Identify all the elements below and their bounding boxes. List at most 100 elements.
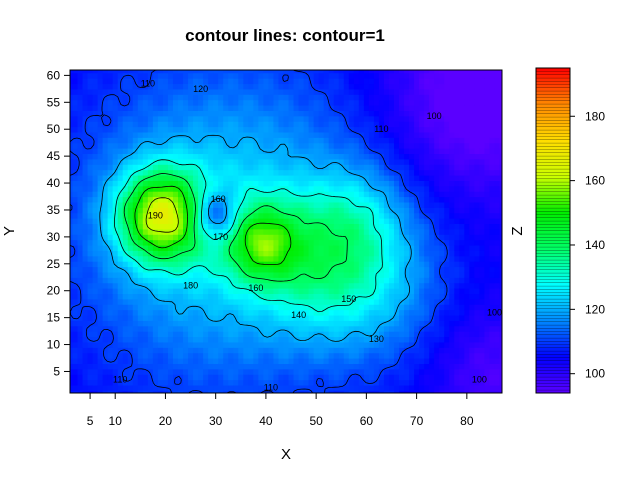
heatmap-cell: [429, 384, 435, 391]
heatmap-cell: [348, 201, 355, 208]
heatmap-cell: [213, 142, 219, 149]
heatmap-cell: [414, 121, 420, 128]
heatmap-cell: [469, 363, 475, 370]
heatmap-cell: [273, 121, 280, 128]
heatmap-cell: [454, 83, 460, 90]
heatmap-cell: [243, 347, 249, 354]
heatmap-cell: [293, 88, 300, 95]
heatmap-cell: [419, 164, 425, 171]
heatmap-cell: [112, 142, 119, 149]
heatmap-cell: [243, 250, 249, 257]
heatmap-cell: [218, 121, 224, 128]
heatmap-cell: [383, 228, 390, 235]
heatmap-cell: [434, 352, 440, 359]
heatmap-cell: [464, 185, 470, 192]
heatmap-cell: [464, 379, 470, 386]
heatmap-cell: [434, 341, 440, 348]
heatmap-cell: [132, 174, 139, 181]
heatmap-cell: [253, 131, 259, 138]
heatmap-cell: [172, 325, 179, 332]
heatmap-cell: [238, 347, 244, 354]
heatmap-cell: [363, 277, 370, 284]
heatmap-cell: [248, 239, 254, 246]
heatmap-cell: [238, 271, 244, 278]
heatmap-cell: [308, 293, 315, 300]
heatmap-cell: [107, 218, 114, 225]
heatmap-cell: [107, 309, 114, 316]
heatmap-cell: [424, 70, 430, 74]
heatmap-cell: [419, 250, 425, 257]
heatmap-cell: [368, 131, 375, 138]
heatmap-cell: [288, 137, 295, 144]
heatmap-cell: [82, 99, 89, 106]
heatmap-cell: [97, 320, 104, 327]
heatmap-cell: [238, 352, 244, 359]
heatmap-cell: [469, 121, 475, 128]
heatmap-cell: [399, 288, 405, 295]
heatmap-cell: [263, 304, 270, 311]
heatmap-cell: [167, 363, 174, 370]
heatmap-cell: [303, 293, 310, 300]
heatmap-cell: [313, 320, 320, 327]
heatmap-cell: [343, 201, 350, 208]
heatmap-cell: [318, 153, 325, 160]
heatmap-cell: [404, 239, 410, 246]
heatmap-cell: [429, 115, 435, 122]
heatmap-cell: [449, 352, 455, 359]
heatmap-cell: [424, 304, 430, 311]
heatmap-cell: [203, 218, 209, 225]
heatmap-cell: [424, 271, 430, 278]
heatmap-cell: [223, 223, 229, 230]
heatmap-cell: [298, 314, 305, 321]
heatmap-cell: [253, 384, 259, 391]
heatmap-cell: [464, 358, 470, 364]
heatmap-cell: [318, 288, 325, 295]
heatmap-cell: [228, 164, 234, 171]
heatmap-cell: [273, 191, 280, 198]
heatmap-cell: [117, 352, 124, 359]
heatmap-cell: [213, 110, 219, 117]
heatmap-cell: [122, 277, 129, 284]
heatmap-cell: [394, 288, 400, 295]
heatmap-cell: [378, 94, 385, 101]
heatmap-cell: [459, 191, 465, 198]
heatmap-cell: [474, 374, 480, 381]
heatmap-cell: [328, 234, 335, 241]
heatmap-cell: [178, 164, 184, 171]
heatmap-cell: [263, 148, 270, 155]
heatmap-cell: [273, 104, 280, 111]
heatmap-cell: [298, 261, 305, 268]
heatmap-cell: [373, 99, 380, 106]
heatmap-cell: [258, 390, 264, 393]
heatmap-cell: [459, 239, 465, 246]
heatmap-cell: [414, 239, 420, 246]
heatmap-cell: [248, 94, 254, 101]
heatmap-cell: [203, 83, 209, 90]
heatmap-cell: [268, 104, 275, 111]
heatmap-cell: [193, 261, 199, 268]
heatmap-cell: [373, 250, 380, 257]
heatmap-cell: [358, 104, 365, 111]
heatmap-cell: [454, 271, 460, 278]
heatmap-cell: [188, 239, 194, 246]
heatmap-cell: [198, 94, 204, 101]
heatmap-cell: [223, 207, 229, 214]
heatmap-cell: [303, 196, 310, 203]
heatmap-cell: [454, 121, 460, 128]
heatmap-cell: [419, 72, 425, 79]
heatmap-cell: [203, 390, 209, 393]
heatmap-cell: [278, 293, 285, 300]
heatmap-cell: [293, 169, 300, 176]
heatmap-cell: [429, 358, 435, 364]
heatmap-cell: [399, 137, 405, 144]
heatmap-cell: [338, 131, 345, 138]
heatmap-cell: [77, 70, 84, 74]
heatmap-cell: [449, 341, 455, 348]
heatmap-cell: [243, 158, 249, 165]
heatmap-cell: [323, 137, 330, 144]
heatmap-cell: [404, 142, 410, 149]
heatmap-cell: [414, 341, 420, 348]
heatmap-cell: [248, 218, 254, 225]
heatmap-cell: [449, 390, 455, 393]
heatmap-cell: [137, 363, 144, 370]
